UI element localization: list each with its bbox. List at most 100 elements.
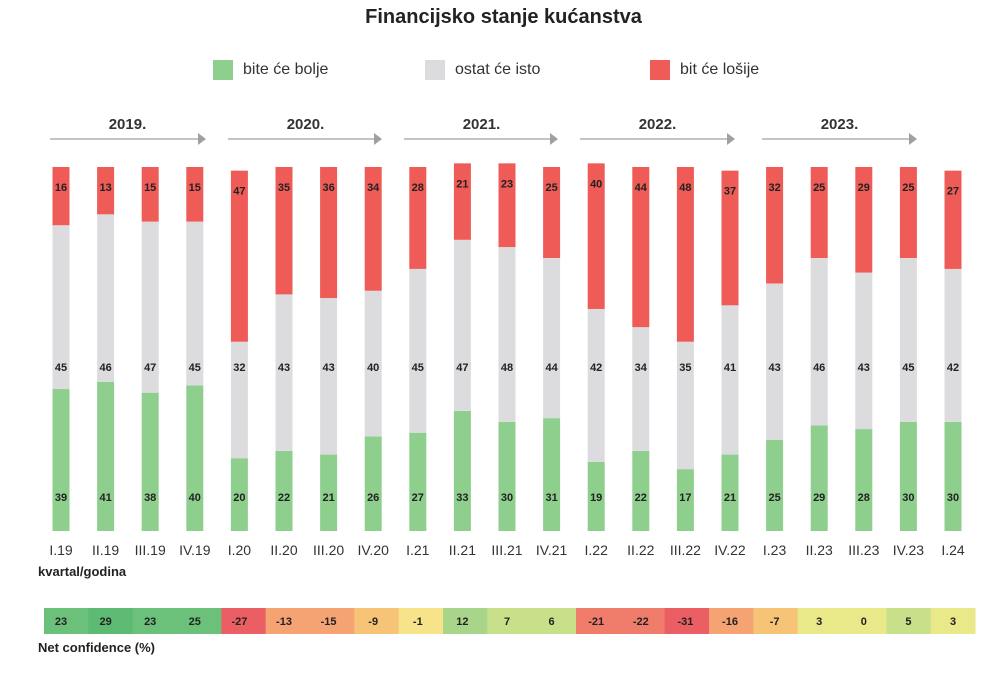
- net-confidence-cell: [842, 608, 887, 634]
- bar-label-better: 20: [233, 492, 245, 504]
- net-confidence-value: -1: [413, 616, 423, 628]
- category-tick-label: I.21: [406, 542, 430, 558]
- net-confidence-value: 29: [99, 616, 111, 628]
- net-confidence-value: 5: [905, 616, 911, 628]
- bar-segment-better: [498, 421, 516, 531]
- bar-label-same: 42: [590, 362, 602, 374]
- category-tick-label: III.20: [313, 542, 344, 558]
- bar-segment-same: [97, 214, 115, 382]
- bar-segment-better: [409, 432, 427, 531]
- bar-III.20: 21 43 36 III.20: [313, 167, 344, 558]
- bar-label-worse: 23: [501, 178, 513, 190]
- net-confidence-value: 12: [456, 616, 468, 628]
- net-confidence-cell: [753, 608, 799, 634]
- category-tick-label: I.20: [228, 542, 252, 558]
- net-confidence-value: 0: [861, 616, 867, 628]
- bar-label-worse: 44: [635, 182, 648, 194]
- bar-label-same: 45: [189, 362, 201, 374]
- bar-label-worse: 29: [858, 182, 870, 194]
- category-tick-label: I.24: [941, 542, 965, 558]
- bar-label-better: 40: [189, 492, 201, 504]
- bar-label-worse: 40: [590, 178, 602, 190]
- net-confidence-strip: 23 29 23 25 -27 -13 -15 -9 -1 12 7 6 -21 -22 -31 -16 -7 3…: [44, 608, 976, 634]
- bar-label-worse: 47: [233, 186, 245, 198]
- bar-segment-worse: [810, 167, 828, 258]
- bar-label-better: 22: [278, 492, 290, 504]
- bar-label-better: 22: [635, 492, 647, 504]
- bar-II.21: 33 47 21 II.21: [449, 163, 476, 558]
- bar-label-same: 35: [679, 362, 691, 374]
- net-confidence-value: 23: [144, 616, 156, 628]
- bar-label-better: 25: [768, 492, 780, 504]
- bar-segment-worse: [453, 163, 471, 240]
- bar-segment-same: [543, 258, 561, 419]
- bar-segment-same: [676, 341, 694, 470]
- bar-label-same: 42: [947, 362, 959, 374]
- legend-swatch-better: [213, 60, 233, 80]
- bar-segment-worse: [766, 167, 784, 284]
- bar-segment-better: [721, 454, 739, 531]
- net-confidence-value: -22: [633, 616, 649, 628]
- bar-label-worse: 25: [813, 182, 825, 194]
- net-confidence-cell: [132, 608, 178, 634]
- bar-segment-worse: [543, 167, 561, 258]
- bar-segment-worse: [498, 163, 516, 248]
- net-confidence-value: 23: [55, 616, 67, 628]
- bar-segment-same: [810, 258, 828, 426]
- bar-segment-worse: [632, 167, 650, 328]
- bar-segment-same: [899, 258, 917, 422]
- net-confidence-value: -21: [588, 616, 604, 628]
- net-confidence-value: -7: [770, 616, 780, 628]
- year-arrow-2022: [580, 133, 735, 145]
- bar-IV.21: 31 44 25 IV.21: [536, 167, 568, 558]
- net-confidence-cell: [88, 608, 134, 634]
- net-confidence-cell: [531, 608, 577, 634]
- net-confidence-value: 6: [549, 616, 555, 628]
- year-arrow-2021: [404, 133, 558, 145]
- bar-IV.19: 40 45 15 IV.19: [179, 167, 211, 558]
- category-tick-label: II.21: [449, 542, 476, 558]
- bar-label-same: 46: [813, 362, 825, 374]
- chart-title: Financijsko stanje kućanstva: [365, 6, 642, 28]
- bar-segment-worse: [409, 167, 427, 269]
- bar-label-same: 45: [902, 362, 914, 374]
- net-confidence-value: -15: [321, 616, 337, 628]
- bar-segment-worse: [676, 167, 694, 342]
- bar-segment-worse: [587, 163, 605, 309]
- bar-label-better: 21: [322, 492, 334, 504]
- category-tick-label: III.19: [135, 542, 166, 558]
- bar-II.20: 22 43 35 II.20: [270, 167, 298, 558]
- bar-segment-better: [186, 385, 204, 531]
- bar-segment-better: [855, 429, 873, 531]
- bar-label-same: 43: [322, 362, 334, 374]
- year-arrow-2019: [50, 133, 206, 145]
- bar-I.21: 27 45 28 I.21: [406, 167, 430, 558]
- legend-label-better: bite će bolje: [243, 61, 329, 78]
- legend-label-worse: bit će lošije: [680, 61, 760, 78]
- bar-label-better: 30: [902, 492, 914, 504]
- bar-label-worse: 15: [189, 182, 201, 194]
- bar-segment-better: [275, 450, 293, 531]
- net-confidence-cell: [664, 608, 710, 634]
- bar-label-better: 27: [412, 492, 424, 504]
- bar-label-worse: 36: [322, 182, 334, 194]
- bar-label-worse: 21: [456, 178, 468, 190]
- bar-segment-same: [855, 272, 873, 430]
- bar-segment-worse: [320, 167, 338, 299]
- bar-segment-better: [587, 461, 605, 531]
- bar-label-better: 31: [545, 492, 557, 504]
- category-tick-label: I.22: [585, 542, 609, 558]
- bar-III.21: 30 48 23 III.21: [491, 163, 523, 558]
- category-tick-label: III.23: [848, 542, 879, 558]
- bar-segment-same: [230, 341, 248, 459]
- bar-segment-same: [453, 239, 471, 411]
- bar-segment-better: [676, 469, 694, 531]
- category-tick-label: I.19: [49, 542, 73, 558]
- net-confidence-value: 3: [950, 616, 956, 628]
- category-tick-label: III.21: [491, 542, 522, 558]
- category-tick-label: IV.20: [357, 542, 389, 558]
- category-tick-label: III.22: [670, 542, 701, 558]
- bar-IV.23: 30 45 25 IV.23: [893, 167, 924, 558]
- bar-label-worse: 15: [144, 182, 156, 194]
